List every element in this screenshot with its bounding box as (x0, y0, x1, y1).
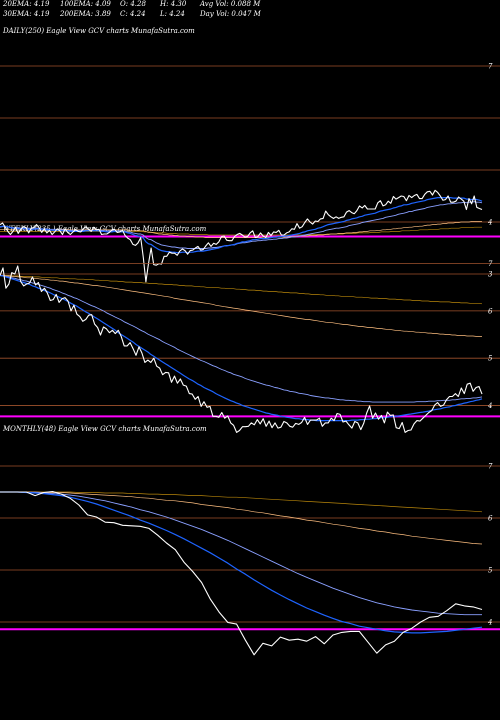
daily-price-line (0, 189, 483, 283)
avg-vol-readout: Avg Vol: 0.088 M (200, 0, 261, 8)
monthly-price-line (0, 490, 483, 656)
weekly-y-tick-label: 4 (487, 402, 492, 410)
daily-ema-slow-line (0, 201, 483, 249)
close-readout: C: 4.24 (120, 10, 146, 18)
high-readout: H: 4.30 (160, 0, 187, 8)
daily-y-tick-label: 4 (487, 219, 492, 227)
daily-y-tick-label: 3 (488, 271, 493, 279)
weekly-y-tick-label: 6 (488, 307, 493, 315)
weekly-y-tick-label: 7 (488, 260, 493, 268)
monthly-y-tick-label: 6 (488, 515, 493, 523)
daily-ema-fast-line (0, 197, 483, 254)
monthly-y-tick-label: 4 (487, 619, 492, 627)
open-readout: O: 4.28 (120, 0, 146, 8)
ema100-readout: 100EMA: 4.09 (60, 0, 111, 8)
daily-ema-long-line (0, 221, 482, 238)
monthly-y-tick-label: 5 (488, 567, 493, 575)
weekly-y-tick-label: 5 (488, 355, 493, 363)
monthly-chart: 4 5 6 7 (0, 463, 500, 656)
low-readout: L: 4.24 (160, 10, 185, 18)
monthly-ema-200-line (0, 491, 483, 513)
monthly-panel-title: MONTHLY(48) Eagle View GCV charts Munafa… (3, 425, 207, 433)
monthly-ema-long-line (0, 491, 483, 545)
weekly-ema-long-line (0, 275, 482, 337)
daily-panel-title: DAILY(250) Eagle View GCV charts MunafaS… (3, 27, 195, 35)
ema30-readout: 30EMA: 4.19 (3, 10, 50, 18)
day-vol-readout: Day Vol: 0.047 M (200, 10, 261, 18)
weekly-ema-slow-line (0, 275, 483, 403)
monthly-ema-slow-line (0, 491, 482, 616)
ema20-readout: 20EMA: 4.19 (3, 0, 50, 8)
monthly-ema-fast-line (0, 491, 483, 634)
ema200-readout: 200EMA: 3.89 (60, 10, 111, 18)
daily-chart: 3 4 7 (0, 63, 500, 283)
weekly-chart: 4 5 6 7 (0, 260, 500, 433)
daily-y-tick-label: 7 (488, 63, 493, 71)
weekly-ema-fast-line (0, 274, 483, 422)
monthly-y-tick-label: 7 (488, 463, 493, 471)
weekly-panel-title: WEEKLY(235 ) Eagle View GCV charts Munaf… (3, 225, 207, 233)
weekly-price-line (0, 265, 483, 433)
weekly-ema-200-line (0, 275, 483, 305)
